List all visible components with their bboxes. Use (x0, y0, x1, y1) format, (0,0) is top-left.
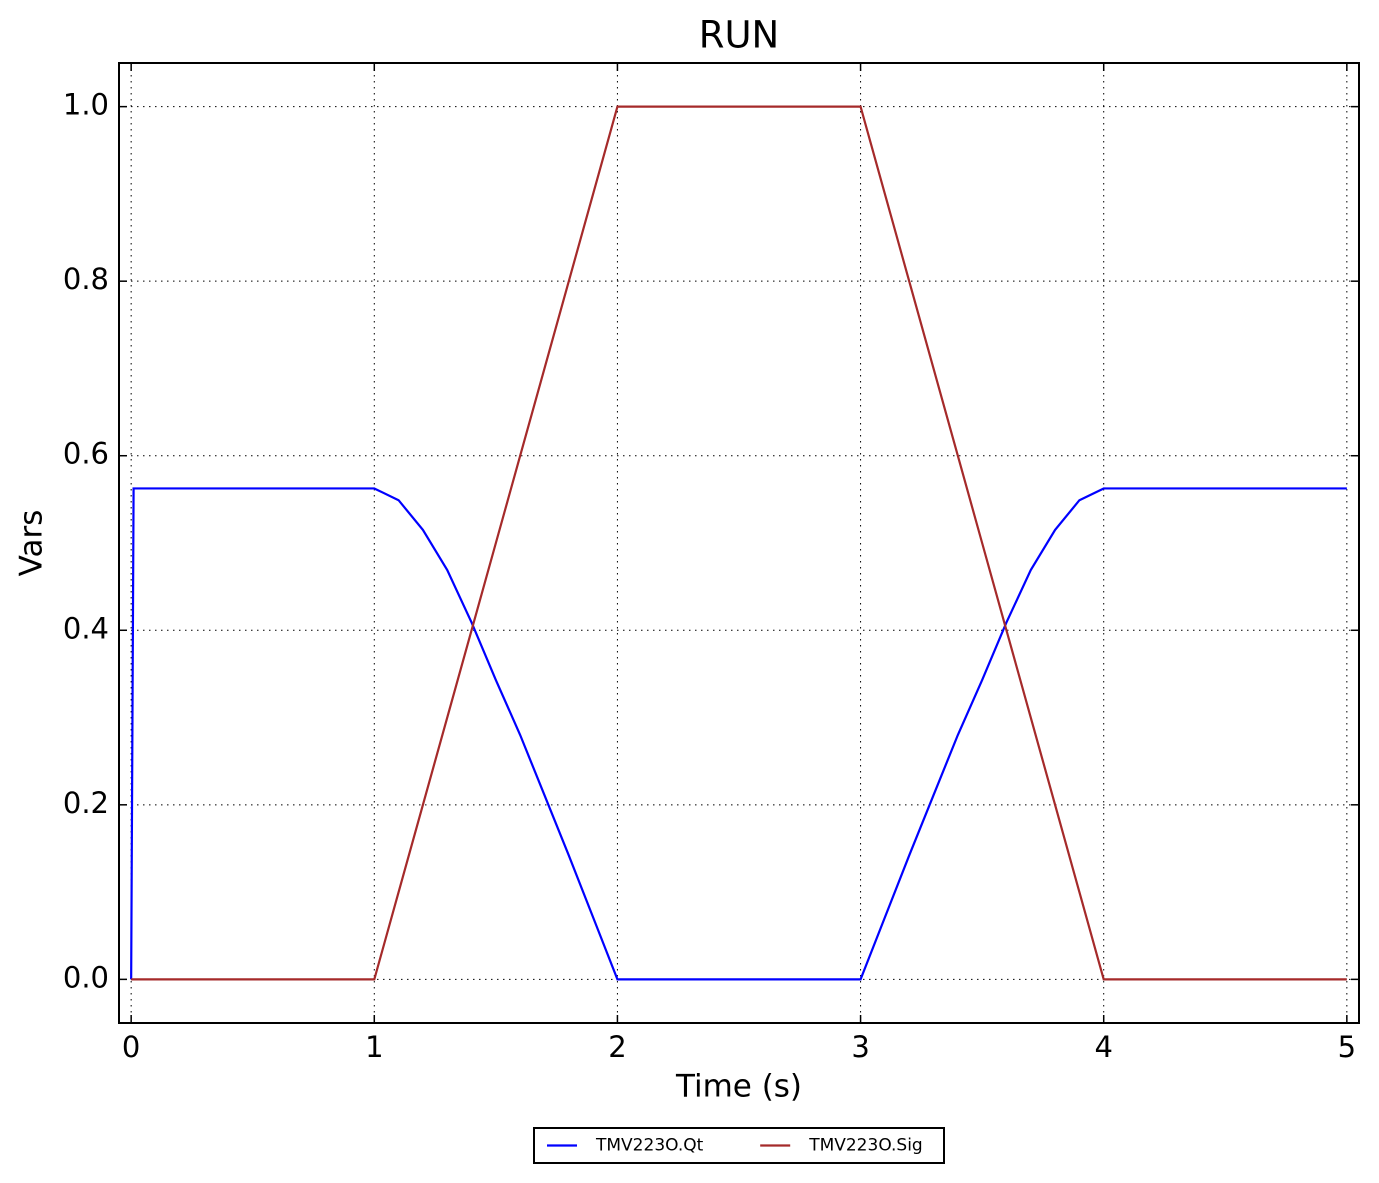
x-tick-label: 4 (1094, 1030, 1112, 1064)
legend-label: TMV223O.Sig (808, 1136, 923, 1156)
x-tick-label: 2 (608, 1030, 626, 1064)
x-tick-label: 1 (365, 1030, 383, 1064)
x-tick-label: 5 (1338, 1030, 1356, 1064)
series-line (130, 487, 1347, 981)
series-line (131, 105, 1347, 981)
legend-label: TMV223O.Qt (595, 1136, 704, 1156)
y-tick-label: 0.2 (63, 786, 109, 820)
x-tick-label: 0 (122, 1030, 140, 1064)
plot-frame (118, 62, 1360, 1024)
x-axis-label: Time (s) (675, 1069, 802, 1105)
y-axis-label: Vars (14, 510, 50, 577)
y-tick-label: 0.8 (63, 262, 109, 296)
chart-title: RUN (699, 14, 779, 57)
legend-box (533, 1127, 945, 1164)
y-tick-label: 1.0 (63, 88, 109, 122)
y-tick-label: 0.6 (63, 437, 109, 471)
y-tick-label: 0.4 (63, 611, 109, 645)
y-tick-label: 0.0 (63, 960, 109, 994)
x-tick-label: 3 (851, 1030, 869, 1064)
